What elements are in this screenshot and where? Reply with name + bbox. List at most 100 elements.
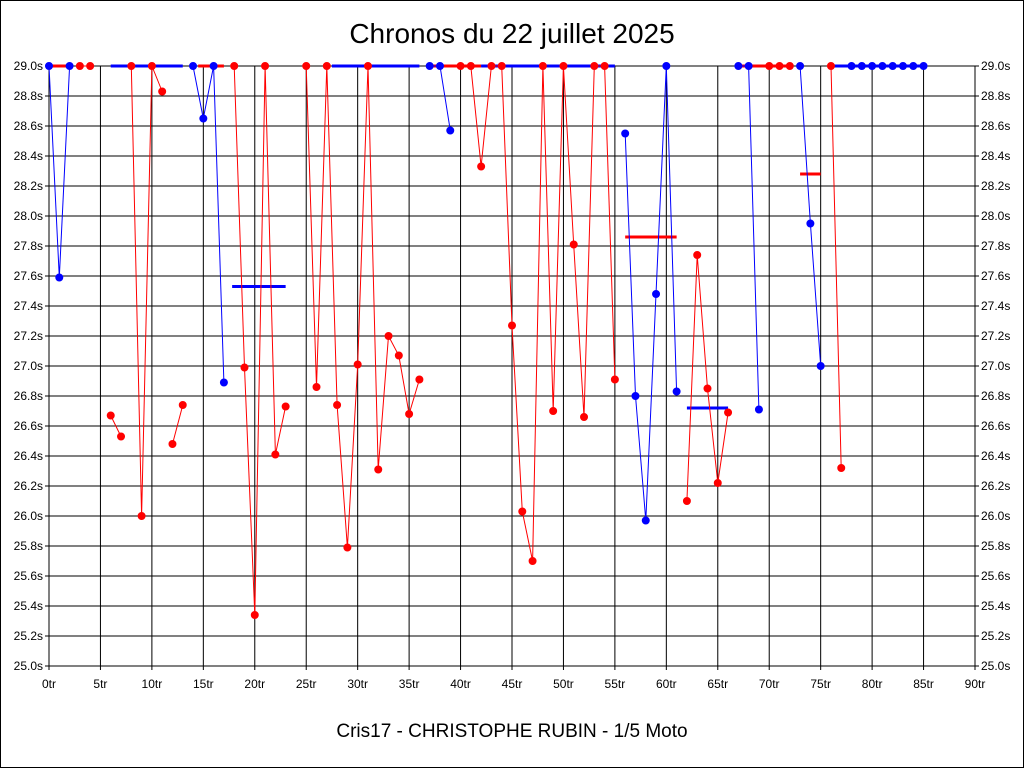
- data-point-blue: [672, 387, 681, 396]
- data-point-red: [538, 62, 547, 70]
- data-point-red: [384, 332, 393, 340]
- y-tick-label-left: 28.0s: [14, 209, 43, 223]
- series-line-blue: [429, 65, 451, 131]
- series-line-red: [830, 65, 842, 469]
- data-point-red: [322, 62, 331, 70]
- y-tick-label-left: 26.8s: [14, 389, 43, 403]
- data-point-blue: [209, 62, 218, 70]
- data-point-red: [147, 62, 156, 70]
- data-point-blue: [806, 219, 815, 228]
- y-tick-label-right: 27.4s: [981, 299, 1010, 313]
- data-point-red: [693, 251, 702, 259]
- x-tick-label: 45tr: [502, 677, 523, 691]
- y-tick-label-right: 25.6s: [981, 569, 1010, 583]
- data-point-red: [240, 363, 249, 372]
- y-tick-label-left: 28.8s: [14, 89, 43, 103]
- data-point-red: [724, 408, 733, 417]
- data-point-blue: [878, 62, 887, 70]
- series-lines: [48, 65, 924, 616]
- series-line-red: [172, 404, 184, 445]
- x-tick-label: 60tr: [656, 677, 677, 691]
- y-tick-label-left: 26.2s: [14, 479, 43, 493]
- y-tick-label-left: 27.6s: [14, 269, 43, 283]
- y-tick-label-left: 27.4s: [14, 299, 43, 313]
- grid: [48, 65, 976, 667]
- data-point-red: [559, 62, 568, 70]
- data-point-red: [497, 62, 506, 70]
- data-point-blue: [898, 62, 907, 70]
- series-line-red: [686, 254, 729, 502]
- data-point-red: [703, 384, 712, 393]
- data-point-blue: [446, 126, 455, 135]
- y-tick-label-right: 28.8s: [981, 89, 1010, 103]
- data-point-blue: [816, 362, 825, 370]
- data-point-red: [312, 383, 321, 391]
- data-point-red: [137, 512, 146, 520]
- data-point-red: [775, 62, 784, 70]
- data-point-red: [549, 407, 558, 415]
- x-tick-label: 10tr: [142, 677, 163, 691]
- data-point-red: [713, 479, 722, 487]
- data-point-red: [363, 62, 372, 70]
- x-tick-label: 85tr: [913, 677, 934, 691]
- series-line-red: [460, 65, 616, 562]
- x-tick-label: 25tr: [296, 677, 317, 691]
- data-point-red: [127, 62, 136, 70]
- data-point-red: [271, 450, 280, 459]
- data-point-blue: [631, 392, 640, 400]
- data-point-red: [343, 543, 352, 552]
- data-point-red: [230, 62, 239, 70]
- x-tick-label: 70tr: [759, 677, 780, 691]
- y-tick-label-right: 25.8s: [981, 539, 1010, 553]
- series-line-red: [130, 65, 163, 517]
- y-tick-label-right: 28.2s: [981, 179, 1010, 193]
- data-point-blue: [754, 405, 763, 414]
- data-point-blue: [425, 62, 434, 70]
- data-point-red: [600, 62, 609, 70]
- data-point-blue: [219, 378, 228, 387]
- y-tick-label-right: 25.0s: [981, 659, 1010, 673]
- y-tick-label-left: 27.8s: [14, 239, 43, 253]
- data-point-red: [826, 62, 835, 70]
- axes: 25.0s 25.0s 25.2s 25.2s 25.4s 25.4s 25.6s 25.6s…: [14, 59, 1011, 691]
- y-tick-label-left: 28.6s: [14, 119, 43, 133]
- data-point-red: [75, 62, 84, 70]
- data-point-blue: [857, 62, 866, 70]
- x-tick-label: 80tr: [862, 677, 883, 691]
- x-tick-label: 55tr: [605, 677, 626, 691]
- data-point-red: [178, 401, 187, 409]
- data-point-red: [590, 62, 599, 70]
- data-point-blue: [45, 62, 53, 70]
- data-point-red: [281, 402, 290, 411]
- data-point-blue: [652, 290, 661, 298]
- series-points: [45, 62, 928, 619]
- data-point-red: [86, 62, 95, 70]
- data-point-blue: [909, 62, 918, 70]
- data-point-blue: [847, 62, 856, 70]
- data-point-red: [508, 321, 516, 330]
- y-tick-label-right: 26.4s: [981, 449, 1010, 463]
- y-tick-label-left: 25.6s: [14, 569, 43, 583]
- data-point-blue: [65, 62, 74, 70]
- y-tick-label-left: 25.0s: [14, 659, 43, 673]
- x-tick-label: 15tr: [193, 677, 214, 691]
- data-point-red: [765, 62, 774, 70]
- y-tick-label-right: 26.0s: [981, 509, 1010, 523]
- data-point-blue: [796, 62, 805, 70]
- data-point-red: [837, 464, 846, 472]
- y-tick-label-left: 27.2s: [14, 329, 43, 343]
- y-tick-label-right: 27.6s: [981, 269, 1010, 283]
- data-point-red: [250, 611, 259, 619]
- y-tick-label-left: 25.8s: [14, 539, 43, 553]
- y-tick-label-right: 25.4s: [981, 599, 1010, 613]
- x-tick-label: 30tr: [347, 677, 368, 691]
- data-point-red: [580, 413, 589, 421]
- y-tick-label-right: 26.2s: [981, 479, 1010, 493]
- y-tick-label-left: 26.0s: [14, 509, 43, 523]
- y-tick-label-right: 26.8s: [981, 389, 1010, 403]
- series-line-blue: [624, 65, 678, 521]
- x-tick-label: 20tr: [244, 677, 265, 691]
- data-point-red: [394, 351, 403, 360]
- y-tick-label-left: 28.2s: [14, 179, 43, 193]
